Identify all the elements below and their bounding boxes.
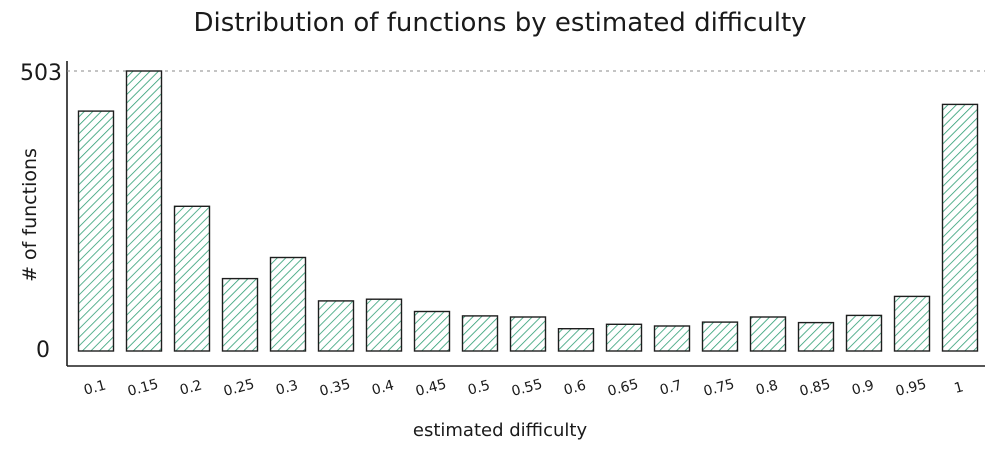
x-tick-1: 1 bbox=[953, 379, 966, 397]
bar-0.55 bbox=[509, 316, 547, 352]
x-tick-0.25: 0.25 bbox=[222, 376, 256, 400]
bar-0.9 bbox=[845, 314, 883, 352]
x-tick-0.2: 0.2 bbox=[178, 378, 204, 399]
bar-0.8 bbox=[749, 316, 787, 352]
y-tick-zero: 0 bbox=[36, 338, 50, 363]
x-tick-0.1: 0.1 bbox=[82, 378, 108, 399]
x-tick-0.7: 0.7 bbox=[658, 378, 684, 399]
x-tick-0.55: 0.55 bbox=[510, 376, 544, 400]
x-tick-0.75: 0.75 bbox=[702, 376, 736, 400]
x-tick-0.6: 0.6 bbox=[562, 378, 588, 399]
bar-1 bbox=[941, 103, 979, 352]
x-tick-0.45: 0.45 bbox=[414, 376, 448, 400]
chart-title: Distribution of functions by estimated d… bbox=[193, 8, 807, 38]
bar-0.4 bbox=[365, 298, 403, 352]
bar-0.7 bbox=[653, 325, 691, 352]
bar-0.25 bbox=[221, 277, 259, 352]
x-tick-0.15: 0.15 bbox=[126, 376, 160, 400]
y-tick-top: 503 bbox=[20, 61, 62, 86]
bar-0.45 bbox=[413, 310, 451, 352]
bar-0.35 bbox=[317, 300, 355, 352]
x-axis-label: estimated difficulty bbox=[412, 420, 588, 441]
bar-0.75 bbox=[701, 321, 739, 352]
x-tick-0.65: 0.65 bbox=[606, 376, 640, 400]
bar-0.2 bbox=[173, 205, 211, 352]
bar-0.3 bbox=[269, 256, 307, 352]
bar-0.1 bbox=[77, 110, 115, 352]
x-tick-0.9: 0.9 bbox=[850, 378, 876, 399]
bar-0.95 bbox=[893, 295, 931, 352]
x-tick-0.85: 0.85 bbox=[798, 376, 832, 400]
x-tick-0.5: 0.5 bbox=[466, 378, 492, 399]
x-tick-0.8: 0.8 bbox=[754, 378, 780, 399]
x-tick-0.35: 0.35 bbox=[318, 376, 352, 400]
bar-0.85 bbox=[797, 321, 835, 352]
bar-0.5 bbox=[461, 315, 499, 352]
bar-0.6 bbox=[557, 328, 595, 352]
x-tick-0.3: 0.3 bbox=[274, 378, 300, 399]
bar-0.65 bbox=[605, 323, 643, 352]
bar-0.15 bbox=[125, 70, 163, 352]
x-tick-0.4: 0.4 bbox=[370, 378, 396, 399]
x-tick-0.95: 0.95 bbox=[894, 376, 928, 400]
